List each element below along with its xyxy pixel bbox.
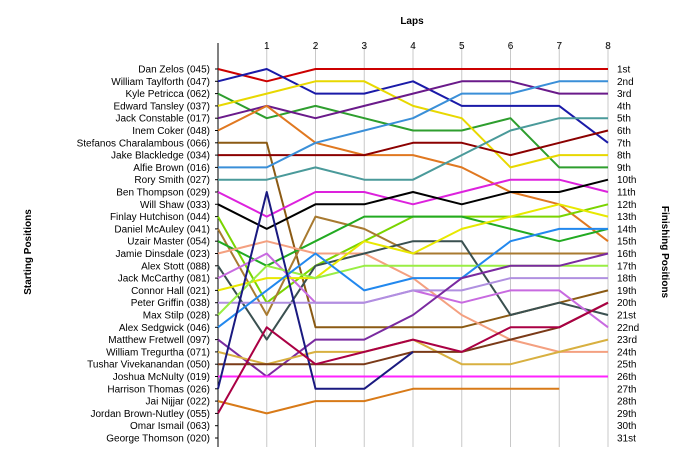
series-line (217, 301, 609, 414)
series-line (217, 387, 560, 415)
series-line (217, 191, 414, 390)
driver-label: Alex Stott (088) (141, 261, 210, 272)
finish-label: 27th (617, 384, 636, 395)
finish-label: 24th (617, 347, 636, 358)
driver-label: Alfie Brown (016) (133, 163, 210, 174)
series-layer (217, 68, 609, 415)
series-line (218, 117, 608, 181)
series-line (217, 178, 609, 230)
x-tick-label: 6 (508, 41, 514, 52)
x-tick-label: 8 (605, 41, 611, 52)
x-tick-label: 4 (410, 41, 416, 52)
y-axis-title-right: Finishing Positions (659, 206, 670, 299)
driver-label: Jordan Brown-Nutley (055) (91, 409, 211, 420)
finish-label: 6th (617, 126, 631, 137)
finish-label: 10th (617, 175, 636, 186)
finish-label: 8th (617, 151, 631, 162)
driver-label: Max Stilp (028) (143, 311, 210, 322)
finish-label: 14th (617, 224, 636, 235)
finish-label: 5th (617, 114, 631, 125)
finish-label: 19th (617, 286, 636, 297)
finish-label: 13th (617, 212, 636, 223)
driver-label: Matthew Fretwell (097) (108, 335, 210, 346)
driver-label: Harrison Thomas (026) (107, 384, 210, 395)
driver-label: Jake Blackledge (034) (111, 151, 210, 162)
finish-label: 22nd (617, 323, 639, 334)
finish-label: 20th (617, 298, 636, 309)
finish-label: 17th (617, 261, 636, 272)
driver-label: William Tregurtha (071) (106, 347, 210, 358)
series-line (218, 129, 609, 157)
finish-label: 15th (617, 237, 636, 248)
finish-label: 12th (617, 200, 636, 211)
series-line (217, 227, 608, 329)
driver-label: Jack McCarthy (081) (118, 274, 210, 285)
series-line (217, 92, 608, 169)
finish-label: 16th (617, 249, 636, 260)
x-tick-label: 7 (556, 41, 562, 52)
driver-label: Joshua McNulty (019) (113, 372, 210, 383)
driver-label: Kyle Petricca (062) (126, 89, 210, 100)
label-layer: 1 2 3 4 5 6 7 8 Dan Zelos (045)William Taylforth… (77, 41, 640, 445)
driver-label: Connor Hall (021) (131, 286, 210, 297)
finish-label: 2nd (617, 77, 634, 88)
x-tick-label: 3 (361, 41, 367, 52)
x-axis-title: Laps (400, 16, 424, 27)
finish-label: 7th (617, 138, 631, 149)
driver-label: Ben Thompson (029) (116, 188, 210, 199)
driver-label: Stefanos Charalambous (066) (77, 138, 210, 149)
series-line (217, 104, 609, 242)
finish-label: 25th (617, 360, 636, 371)
series-line (217, 240, 609, 341)
finish-label: 21st (617, 311, 636, 322)
x-tick-label: 2 (313, 41, 319, 52)
finish-label: 26th (617, 372, 636, 383)
finish-label: 9th (617, 163, 631, 174)
finish-label: 23rd (617, 335, 637, 346)
finish-label: 18th (617, 274, 636, 285)
driver-label: Rory Smith (027) (134, 175, 210, 186)
series-line (218, 277, 608, 304)
driver-label: Finlay Hutchison (044) (110, 212, 210, 223)
finish-label: 1st (617, 65, 631, 76)
series-line (217, 80, 608, 120)
finish-label: 4th (617, 101, 631, 112)
driver-label: Omar Ismail (063) (130, 421, 210, 432)
x-tick-label: 5 (459, 41, 465, 52)
y-axis-title-left: Starting Positions (23, 209, 34, 295)
finish-label: 31st (617, 434, 636, 445)
finish-label: 3rd (617, 89, 631, 100)
driver-label: Edward Tansley (037) (113, 101, 210, 112)
series-line (217, 80, 608, 169)
driver-label: Inem Coker (048) (132, 126, 210, 137)
series-line (218, 80, 608, 169)
series-line (217, 178, 609, 218)
finish-label: 30th (617, 421, 636, 432)
x-tick-label: 1 (264, 41, 270, 52)
driver-label: Will Shaw (033) (140, 200, 210, 211)
driver-label: Tushar Vivekanandan (050) (87, 360, 210, 371)
finish-label: 28th (617, 397, 636, 408)
finish-label: 29th (617, 409, 636, 420)
driver-label: Peter Griffin (038) (131, 298, 210, 309)
driver-label: Jai Nijjar (022) (146, 397, 210, 408)
driver-label: Daniel McAuley (041) (114, 224, 210, 235)
driver-label: George Thomson (020) (106, 434, 210, 445)
driver-label: Uzair Master (054) (127, 237, 210, 248)
driver-label: Alex Sedgwick (046) (119, 323, 210, 334)
driver-label: Jamie Dinsdale (023) (116, 249, 211, 260)
driver-label: Dan Zelos (045) (138, 65, 210, 76)
grid-layer (215, 43, 609, 447)
driver-label: William Taylforth (047) (111, 77, 210, 88)
driver-label: Jack Constable (017) (116, 114, 211, 125)
finish-label: 11th (617, 188, 636, 199)
series-line (217, 68, 609, 144)
